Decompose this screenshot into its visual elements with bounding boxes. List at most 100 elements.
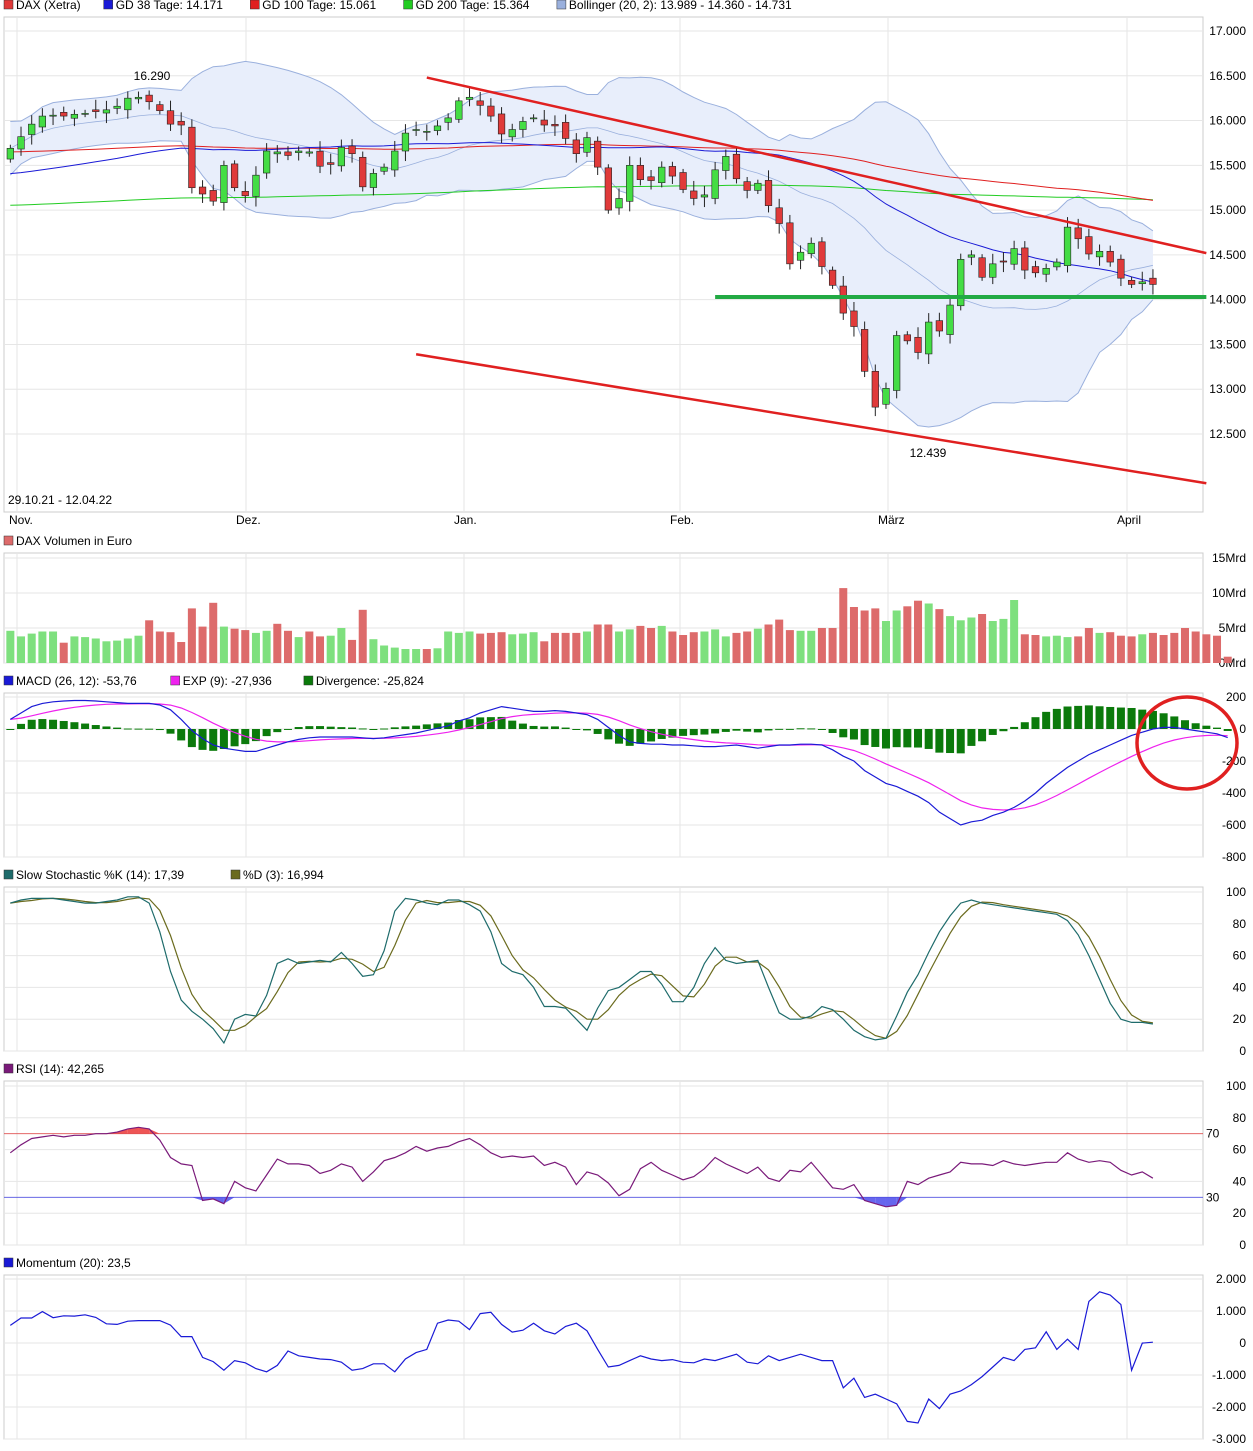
candle-down: [690, 190, 698, 199]
x-tick-label: März: [878, 513, 905, 527]
y-tick-label: 40: [1233, 1174, 1247, 1188]
divergence-bar: [615, 729, 624, 744]
y-tick-label: -600: [1222, 818, 1246, 832]
divergence-bar: [70, 722, 79, 729]
divergence-bar: [1159, 713, 1168, 729]
volume-bar: [540, 641, 549, 663]
candle-up: [305, 151, 313, 154]
divergence-bar: [412, 725, 421, 729]
legend-label: RSI (14): 42,265: [16, 1062, 104, 1076]
candle-down: [914, 336, 922, 353]
divergence-bar: [497, 716, 506, 729]
volume-bar: [454, 632, 463, 663]
date-range-label: 29.10.21 - 12.04.22: [8, 493, 112, 507]
candle-up: [1095, 251, 1104, 258]
candle-up: [989, 263, 997, 278]
volume-bar: [27, 633, 36, 663]
volume-bar: [881, 621, 890, 663]
volume-bar: [1159, 635, 1168, 663]
y-tick-label: 17.000: [1209, 24, 1246, 38]
divergence-bar: [796, 728, 805, 730]
divergence-bar: [294, 727, 303, 729]
divergence-bar: [668, 729, 677, 738]
divergence-bar: [775, 728, 784, 730]
divergence-bar: [1042, 711, 1051, 729]
candle-down: [145, 94, 153, 103]
divergence-bar: [582, 729, 591, 731]
volume-bar: [647, 628, 656, 663]
candle-up: [391, 150, 399, 171]
momentum-line: [9, 1291, 1153, 1424]
divergence-bar: [17, 723, 26, 729]
rsi-oversold-area: [864, 1197, 876, 1204]
stochastic-frame: [3, 886, 1204, 1052]
candle-up: [882, 388, 890, 405]
divergence-bar: [1213, 727, 1222, 729]
divergence-bar: [422, 724, 431, 729]
divergence-bar: [380, 728, 389, 730]
rsi-frame: [3, 1080, 1204, 1246]
y-tick-label: 80: [1233, 1111, 1247, 1125]
divergence-bar: [914, 729, 923, 748]
volume-bar: [721, 636, 730, 663]
volume-bar: [497, 632, 506, 663]
divergence-bar: [988, 729, 997, 735]
volume-bar: [753, 628, 762, 663]
volume-bar: [796, 630, 805, 663]
divergence-bar: [647, 729, 656, 742]
divergence-bar: [689, 729, 698, 736]
candle-up: [893, 335, 901, 391]
volume-bar: [582, 631, 591, 663]
candle-up: [796, 251, 805, 261]
candle-up: [49, 114, 57, 117]
candle-up: [38, 115, 46, 128]
divergence-bar: [1116, 707, 1125, 729]
volume-bar: [230, 628, 239, 663]
gd38-line: [10, 142, 1154, 283]
candle-down: [551, 124, 559, 127]
macd-frame: [3, 692, 1204, 858]
volume-bar: [807, 630, 816, 663]
volume-bar: [476, 633, 485, 663]
x-tick-label: April: [1117, 513, 1141, 527]
divergence-bar: [1031, 717, 1040, 729]
volume-bar: [102, 641, 111, 663]
candle-up: [658, 166, 666, 184]
candle-up: [380, 166, 388, 172]
candle-down: [284, 151, 292, 156]
divergence-bar: [198, 729, 207, 750]
y-tick-label: 15.000: [1209, 203, 1246, 217]
rsi-oversold-area: [191, 1197, 203, 1201]
volume-bar: [1031, 635, 1040, 663]
low-annotation: 12.439: [910, 446, 947, 460]
candle-down: [209, 190, 217, 202]
candle-down: [818, 241, 826, 267]
divergence-bar: [518, 723, 527, 729]
candle-down: [743, 181, 751, 191]
divergence-bar: [81, 723, 90, 729]
divergence-bar: [401, 726, 410, 729]
legend-label: Bollinger (20, 2): 13.989 - 14.360 - 14.…: [569, 0, 792, 12]
y-tick-label: -2.000: [1212, 1400, 1246, 1414]
candle-down: [903, 334, 911, 342]
divergence-bar: [1180, 720, 1189, 729]
volume-bar: [209, 602, 218, 663]
candle-up: [113, 105, 121, 109]
candle-down: [198, 186, 207, 195]
legend-label: MACD (26, 12): -53,76: [16, 674, 137, 688]
rsi-oversold-area: [885, 1197, 897, 1207]
legend-label: Momentum (20): 23,5: [16, 1256, 131, 1270]
rsi-line: [9, 1126, 1154, 1208]
y-tick-label: 13.500: [1209, 337, 1246, 351]
divergence-bar: [561, 727, 570, 729]
volume-bar: [700, 631, 709, 663]
volume-bar: [433, 648, 442, 663]
y-tick-label: 13.000: [1209, 382, 1246, 396]
volume-bar: [679, 635, 688, 663]
y-tick-label: 0: [1239, 1238, 1246, 1252]
divergence-bar: [1223, 729, 1232, 731]
divergence-bar: [700, 729, 709, 735]
divergence-bar: [390, 727, 399, 729]
candle-down: [786, 222, 794, 265]
candle-down: [230, 163, 239, 189]
